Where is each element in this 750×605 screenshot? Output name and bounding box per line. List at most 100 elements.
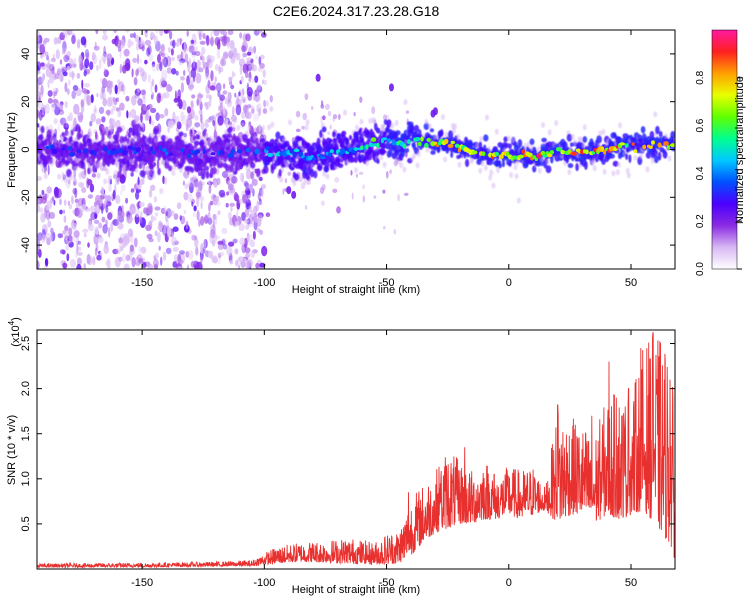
- spectrogram-halo-point: [310, 162, 314, 169]
- spectrogram-noise-point: [404, 192, 409, 196]
- spectrogram-band-point: [333, 142, 339, 152]
- spectrogram-halo-point: [69, 174, 74, 181]
- spectrogram-noise-point: [214, 235, 221, 240]
- spectrogram-noise-point: [265, 212, 271, 217]
- spectrogram-noise-point: [209, 55, 215, 63]
- spectrogram-halo-point: [107, 178, 112, 184]
- spectrogram-halo-point: [233, 117, 237, 124]
- spectrogram-y-tick-label: -20: [20, 189, 32, 205]
- spectrogram-noise-point: [41, 237, 46, 244]
- spectrogram-halo-point: [279, 176, 284, 183]
- spectrogram-noise-point: [204, 119, 208, 125]
- spectrogram-band-point: [70, 129, 74, 136]
- spectrogram-halo-point: [365, 160, 369, 167]
- spectrogram-noise-point: [156, 159, 160, 170]
- spectrogram-band-point: [69, 135, 73, 143]
- spectrogram-halo-point: [664, 133, 669, 140]
- spectrogram-core-point: [642, 144, 647, 150]
- spectrogram-noise-point: [146, 47, 151, 57]
- spectrogram-noise-point: [102, 224, 108, 234]
- spectrogram-noise-point: [98, 236, 104, 244]
- spectrogram-band-point: [529, 138, 535, 146]
- spectrogram-noise-point: [198, 32, 202, 41]
- spectrogram-noise-point: [298, 176, 303, 183]
- spectrogram-noise-point: [229, 190, 234, 196]
- spectrogram-core-point: [76, 149, 82, 154]
- spectrogram-band-point: [376, 158, 380, 164]
- spectrogram-halo-point: [547, 129, 552, 136]
- spectrogram-noise-point: [76, 257, 82, 266]
- spectrogram-noise-point: [161, 69, 168, 81]
- spectrogram-noise-point: [193, 76, 196, 83]
- spectrogram-noise-point: [194, 122, 201, 128]
- spectrogram-noise-point: [179, 37, 182, 46]
- spectrogram-noise-point: [47, 97, 53, 104]
- spectrogram-core-point: [481, 151, 486, 157]
- spectrogram-noise-point: [101, 116, 106, 123]
- spectrogram-core-point: [135, 146, 141, 153]
- spectrogram-noise-point: [90, 94, 94, 103]
- spectrogram-noise-point: [244, 208, 250, 218]
- spectrogram-noise-point: [89, 120, 93, 127]
- spectrogram-core-point: [219, 150, 225, 155]
- spectrogram-noise-point: [221, 170, 229, 178]
- spectrogram-halo-point: [140, 160, 145, 167]
- spectrogram-halo-point: [579, 136, 584, 143]
- spectrogram-band-point: [190, 167, 195, 173]
- spectrogram-noise-point: [112, 218, 119, 227]
- spectrogram-noise-point: [110, 222, 114, 232]
- spectrogram-halo-point: [415, 162, 420, 169]
- spectrogram-noise-point: [81, 187, 87, 193]
- spectrogram-noise-point: [186, 106, 192, 114]
- spectrogram-halo-point: [572, 139, 577, 146]
- spectrogram-noise-point: [162, 251, 167, 261]
- spectrogram-noise-point: [234, 248, 239, 255]
- spectrogram-band-point: [328, 138, 333, 143]
- spectrogram-halo-point: [611, 170, 616, 177]
- spectrogram-halo-point: [633, 154, 638, 161]
- spectrogram-noise-point: [213, 180, 218, 189]
- spectrogram-noise-point: [125, 254, 131, 262]
- spectrogram-halo-point: [105, 168, 110, 175]
- spectrogram-noise-point: [82, 228, 89, 233]
- spectrogram-noise-point: [148, 53, 154, 62]
- spectrogram-noise-point: [262, 124, 265, 131]
- spectrogram-noise-point: [350, 170, 353, 176]
- spectrogram-noise-point: [130, 208, 136, 213]
- spectrogram-noise-point: [74, 187, 78, 199]
- spectrogram-noise-point: [95, 30, 99, 35]
- spectrogram-noise-point: [301, 125, 305, 130]
- spectrogram-noise-point: [37, 70, 42, 75]
- spectrogram-halo-point: [495, 167, 500, 174]
- spectrogram-noise-point: [241, 243, 246, 254]
- colorbar-label: Normalized spectral amplitude: [734, 76, 746, 224]
- spectrogram-core-point: [666, 144, 671, 150]
- spectrogram-noise-point: [213, 30, 220, 37]
- spectrogram-halo-point: [264, 100, 269, 107]
- spectrogram-noise-point: [158, 245, 161, 251]
- spectrogram-noise-point: [155, 252, 159, 259]
- spectrogram-noise-point: [183, 69, 186, 76]
- spectrogram-noise-point: [114, 84, 118, 95]
- spectrogram-band-point: [594, 153, 600, 163]
- spectrogram-noise-point: [84, 58, 90, 69]
- spectrogram-noise-point: [96, 254, 102, 261]
- spectrogram-noise-point: [77, 112, 84, 121]
- spectrogram-noise-point: [245, 187, 251, 196]
- spectrogram-noise-point: [218, 189, 226, 198]
- spectrogram-noise-point: [243, 180, 249, 187]
- spectrogram-noise-point: [115, 107, 120, 112]
- spectrogram-noise-point: [57, 68, 61, 76]
- spectrogram-halo-point: [491, 182, 496, 189]
- spectrogram-band-point: [91, 158, 95, 166]
- spectrogram-noise-point: [382, 189, 386, 194]
- spectrogram-noise-point: [40, 213, 46, 223]
- spectrogram-noise-point: [65, 245, 69, 251]
- spectrogram-band-point: [321, 126, 327, 133]
- spectrogram-band-point: [225, 164, 230, 172]
- spectrogram-noise-point: [162, 175, 165, 185]
- spectrogram-noise-point: [183, 209, 187, 214]
- spectrogram-noise-point: [237, 264, 241, 269]
- spectrogram-noise-point: [146, 233, 153, 240]
